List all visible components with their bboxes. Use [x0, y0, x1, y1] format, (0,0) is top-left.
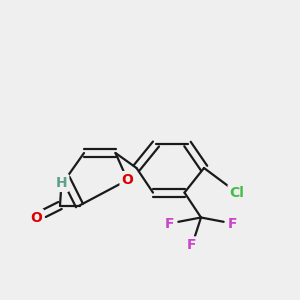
Text: F: F [187, 238, 197, 252]
Text: O: O [30, 211, 42, 224]
Text: O: O [122, 173, 134, 187]
Text: F: F [228, 217, 237, 230]
Text: F: F [165, 217, 174, 230]
Text: Cl: Cl [230, 186, 244, 200]
Text: H: H [56, 176, 67, 190]
